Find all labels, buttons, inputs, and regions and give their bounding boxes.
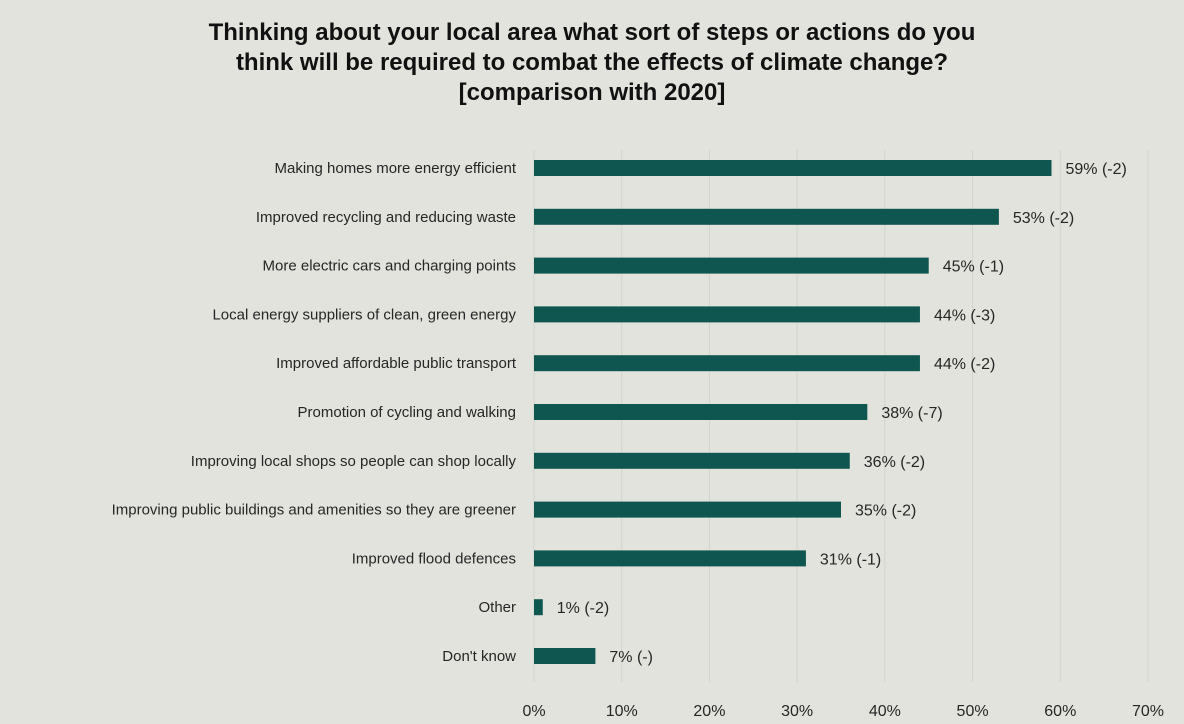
chart-title-line: Thinking about your local area what sort…	[208, 19, 976, 46]
bar	[534, 208, 999, 225]
category-label: Promotion of cycling and walking	[298, 404, 516, 421]
bar	[534, 306, 920, 323]
category-label: Improved affordable public transport	[276, 355, 517, 372]
data-label: 7% (-)	[609, 649, 653, 666]
bar	[534, 648, 596, 664]
chart-title: Thinking about your local area what sort…	[0, 18, 1184, 108]
x-axis-tick-labels: 0% 10% 20% 30% 40% 50% 60% 70%	[522, 703, 1164, 720]
data-label: 53% (-2)	[1013, 210, 1074, 227]
bar	[534, 160, 1052, 176]
bars	[534, 160, 1052, 664]
x-tick-label: 60%	[1044, 703, 1076, 720]
x-tick-label: 50%	[957, 703, 989, 720]
x-tick-label: 30%	[781, 703, 813, 720]
data-label: 59% (-2)	[1066, 161, 1127, 178]
category-label: Improving local shops so people can shop…	[191, 453, 517, 470]
category-labels: Making homes more energy efficient Improv…	[112, 160, 517, 665]
bar	[534, 599, 543, 616]
data-label: 44% (-3)	[934, 307, 995, 324]
x-tick-label: 0%	[522, 703, 545, 720]
chart-title-line: [comparison with 2020]	[458, 79, 726, 106]
bar	[534, 452, 850, 469]
x-tick-label: 70%	[1132, 703, 1164, 720]
x-tick-label: 10%	[606, 703, 638, 720]
category-label: Improving public buildings and amenities…	[112, 502, 516, 519]
category-label: More electric cars and charging points	[263, 258, 516, 275]
category-label: Other	[478, 599, 516, 616]
data-label: 45% (-1)	[943, 259, 1004, 276]
data-label: 36% (-2)	[864, 454, 925, 471]
bar	[534, 501, 841, 518]
category-label: Improved flood defences	[352, 550, 516, 567]
chart-title-line: think will be required to combat the eff…	[235, 49, 949, 76]
data-label: 1% (-2)	[557, 600, 609, 617]
bar	[534, 404, 868, 420]
data-label: 44% (-2)	[934, 356, 995, 373]
x-tick-label: 40%	[869, 703, 901, 720]
bar	[534, 550, 806, 567]
category-label: Don't know	[442, 648, 516, 665]
data-label: 38% (-7)	[881, 405, 942, 422]
category-label: Local energy suppliers of clean, green e…	[212, 306, 516, 323]
data-label: 31% (-1)	[820, 551, 881, 568]
bar	[534, 257, 929, 274]
x-tick-label: 20%	[693, 703, 725, 720]
bar	[534, 355, 920, 372]
data-label: 35% (-2)	[855, 503, 916, 520]
category-label: Making homes more energy efficient	[274, 160, 516, 177]
data-labels: 59% (-2) 53% (-2) 45% (-1) 44% (-3) 44% (-2)…	[557, 161, 1127, 666]
category-label: Improved recycling and reducing waste	[256, 209, 516, 226]
